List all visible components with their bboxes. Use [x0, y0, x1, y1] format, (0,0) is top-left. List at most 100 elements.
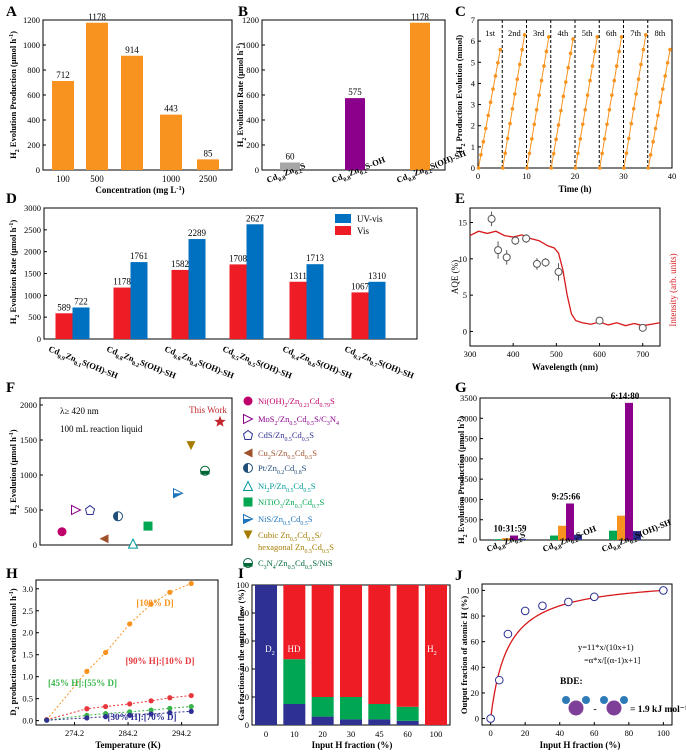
text-span: 3 — [264, 565, 267, 571]
data-point — [619, 35, 624, 39]
text-span: S/C — [314, 414, 327, 424]
text-span: hexagonal Zn — [258, 542, 305, 552]
y-axis-title: H2 Evolution Production (μmol h-1) — [8, 31, 21, 159]
text-span: -1 — [9, 591, 15, 596]
bar-value-label: 1178 — [113, 277, 131, 287]
y-tick-label: 1500 — [20, 435, 37, 445]
legend-label: hexagonal Zn0.5Cd0.5S — [258, 542, 334, 555]
y-tick-label: 5 — [471, 57, 475, 67]
data-point — [520, 606, 530, 616]
text-span: 0.5 — [322, 549, 329, 555]
marker-half — [243, 463, 248, 473]
text-span: 0.5 — [307, 537, 314, 543]
y-tick-label: 60 — [471, 637, 480, 647]
fit-equation: y=11*x/(10x+1) — [578, 642, 634, 652]
data-point — [590, 64, 595, 68]
data-point — [636, 77, 641, 81]
cycle-label: 1st — [485, 28, 496, 38]
x-category-label: Cd0.8Zn0.2S — [485, 529, 528, 556]
text-span: Evolution Rate (μmol h — [235, 50, 245, 137]
text-span: 0.8 — [343, 175, 352, 183]
data-point — [510, 107, 515, 111]
atom — [620, 696, 628, 704]
legend-label: MoS2/Zn0.5Cd0.5S/C3N4 — [258, 414, 339, 427]
this-work-star — [214, 415, 226, 427]
cycle-line — [502, 34, 526, 169]
y-tick-label: 3.0 — [22, 584, 33, 594]
text-span: CdS/Zn — [258, 430, 285, 440]
bar-d-vis — [229, 264, 247, 339]
y-tick-label: 2.5 — [22, 606, 33, 616]
data-point — [568, 51, 573, 56]
text-span: S-OH — [363, 154, 386, 171]
marker-half — [113, 511, 118, 521]
y-tick-label: 0 — [471, 163, 475, 173]
marker-circle — [57, 527, 67, 537]
marker-pentagon — [84, 504, 96, 515]
data-point — [127, 712, 133, 718]
data-point — [639, 62, 643, 67]
x-tick-label: 40 — [555, 728, 564, 738]
data-point — [583, 107, 587, 112]
text-span: S(OH)-SH — [197, 357, 236, 381]
bar-d-uv-vis — [246, 224, 264, 339]
text-span: 0.2 — [359, 169, 368, 177]
text-span: Zn — [347, 165, 361, 178]
x-category-label: 500 — [90, 174, 104, 184]
data-point — [549, 166, 554, 170]
text-span: Cd — [163, 344, 177, 357]
data-point — [659, 586, 668, 595]
y-tick-label: 3 — [471, 100, 475, 110]
x-tick-label: 294.2 — [172, 728, 191, 738]
marker-triangle — [242, 480, 254, 491]
text-span: Cu — [258, 448, 269, 458]
bar-value-label: 1067 — [351, 281, 370, 291]
data-point — [539, 78, 544, 83]
y-tick-label: 2000 — [460, 454, 477, 464]
text-span: S(OH)-SH — [633, 517, 672, 541]
marker-triangle — [127, 537, 139, 549]
legend-label: UV-vis — [357, 214, 383, 224]
x-tick-label: 20 — [571, 171, 580, 181]
panel-h-frame — [35, 579, 219, 726]
text-span: S — [308, 514, 313, 524]
text-span: ) — [8, 220, 18, 223]
y-tick-label: 400 — [246, 115, 259, 125]
text-span: 0.5 — [305, 455, 312, 461]
text-span: Evolution Production (μmol h — [456, 424, 466, 535]
text-span: D — [265, 644, 272, 654]
marker-triangle — [71, 504, 82, 516]
text-span: S/Zn — [271, 448, 288, 458]
text-span: ) — [8, 588, 18, 591]
bar-g — [625, 402, 633, 540]
text-span: H — [8, 508, 18, 515]
data-point — [646, 166, 651, 170]
bar-d-uv-vis — [130, 262, 148, 339]
y-tick-label: 0.5 — [22, 694, 33, 704]
data-point — [554, 267, 563, 276]
text-span: H — [427, 644, 434, 654]
text-span: ) — [235, 43, 245, 46]
data-point — [148, 601, 154, 607]
cycle-line — [550, 38, 574, 169]
bar-g — [574, 534, 582, 540]
stacked-bar-segment — [396, 706, 419, 721]
text-span: /Zn — [283, 497, 296, 507]
text-span: Input H fraction (%) — [312, 740, 393, 750]
y-axis-title: H2 Evolution Rate (μmol h-1) — [235, 43, 248, 148]
atom — [600, 696, 608, 704]
text-span: 0.79 — [320, 403, 330, 409]
text-span: 0.5 — [300, 521, 307, 527]
y-tick-label: 1000 — [460, 494, 477, 504]
data-point — [593, 49, 597, 54]
data-point — [84, 706, 90, 712]
text-span: H — [8, 317, 18, 324]
bar-b — [345, 98, 365, 170]
y-tick-label: 800 — [246, 65, 259, 75]
text-span: S(OH)-SH — [315, 357, 354, 381]
data-point — [148, 707, 154, 713]
text-span: Zn — [502, 534, 516, 547]
series-label: [45% H]:[55% D] — [48, 678, 117, 688]
series-label-hd: HD — [288, 644, 301, 654]
panel-e-frame — [469, 207, 661, 347]
